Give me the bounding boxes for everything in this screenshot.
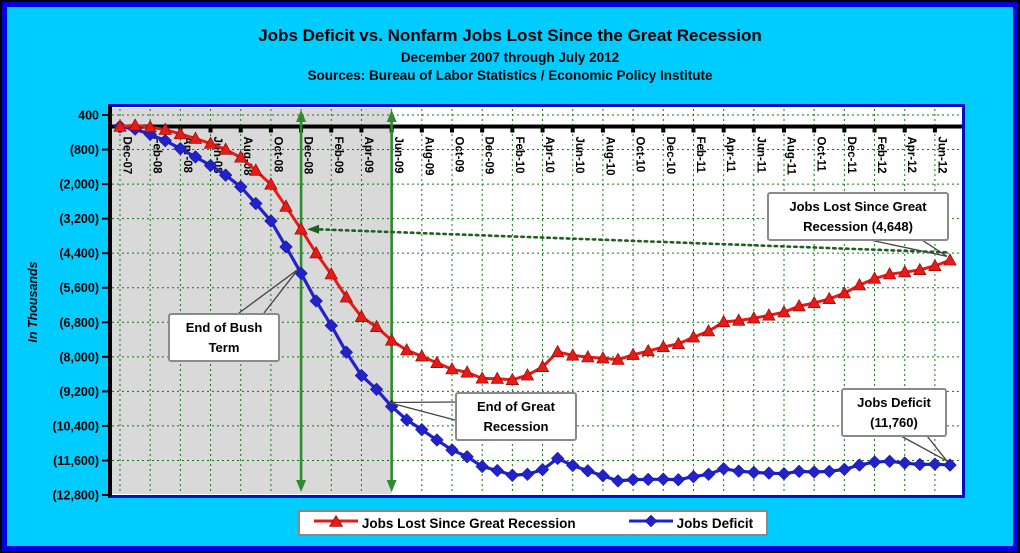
series-jobs-lost bbox=[113, 118, 957, 385]
legend-marker-jobs-lost bbox=[313, 514, 358, 527]
x-tick-label: Apr-09 bbox=[362, 137, 374, 173]
x-tick-label: Jun-10 bbox=[573, 137, 585, 174]
y-tick-label: (2,000) bbox=[59, 178, 99, 192]
end-of-bush-term-line bbox=[296, 110, 307, 492]
legend-item-jobs-lost: Jobs Lost Since Great Recession bbox=[313, 514, 576, 533]
y-tick-label: (9,200) bbox=[59, 385, 99, 399]
y-tick-label: (10,400) bbox=[52, 419, 99, 433]
x-tick-label: Feb-08 bbox=[151, 137, 163, 175]
legend-swatch-jobs-lost bbox=[313, 514, 359, 533]
legend-marker-jobs-deficit bbox=[628, 514, 673, 527]
y-tick-label: (4,400) bbox=[59, 247, 99, 261]
x-tick-label: Apr-11 bbox=[724, 137, 736, 173]
y-tick-label: (8,000) bbox=[59, 350, 99, 364]
x-axis-labels: Dec-07 Feb-08 Apr-08 Jun-08 Aug-08 Oct-08 Dec-… bbox=[121, 137, 948, 177]
x-tick-label: Dec-07 bbox=[121, 137, 133, 175]
y-tick-label: (3,200) bbox=[59, 212, 99, 226]
legend-item-jobs-deficit: Jobs Deficit bbox=[628, 514, 754, 533]
x-tick-label: Dec-09 bbox=[483, 137, 495, 175]
y-tick-label: (6,800) bbox=[59, 316, 99, 330]
x-tick-label: Jun-09 bbox=[392, 137, 404, 174]
callout-end-of-great-recession: End of Great Recession bbox=[455, 392, 577, 441]
comparison-arrow bbox=[307, 224, 948, 254]
x-tick-label: Jun-12 bbox=[935, 137, 947, 174]
y-tick-label: (11,600) bbox=[53, 454, 99, 468]
y-tick-label: (12,800) bbox=[52, 489, 99, 503]
x-tick-label: Aug-10 bbox=[603, 137, 615, 176]
callout-end-of-bush-term: End of Bush Term bbox=[168, 313, 280, 362]
x-tick-label: Apr-12 bbox=[905, 137, 917, 173]
end-of-great-recession-line bbox=[386, 110, 397, 492]
x-tick-label: Feb-09 bbox=[332, 137, 344, 174]
y-axis-ticks-and-labels: 400 (800) (2,000) (3,200) (4,400) (5,600) (6,8… bbox=[52, 109, 112, 503]
y-tick-label: (5,600) bbox=[59, 281, 99, 295]
x-tick-label: Dec-11 bbox=[845, 137, 857, 175]
x-tick-label: Dec-10 bbox=[664, 137, 676, 175]
y-tick-label: 400 bbox=[78, 109, 99, 123]
y-tick-label: (800) bbox=[70, 143, 99, 157]
callout-jobs-deficit: Jobs Deficit (11,760) bbox=[841, 388, 947, 437]
x-tick-label: Aug-11 bbox=[785, 137, 797, 176]
chart-subtitle: December 2007 through July 2012 bbox=[400, 50, 620, 65]
zero-axis bbox=[112, 124, 962, 133]
chart-title: Jobs Deficit vs. Nonfarm Jobs Lost Since… bbox=[258, 26, 762, 45]
legend-label-jobs-deficit: Jobs Deficit bbox=[676, 515, 754, 531]
legend-swatch-jobs-deficit bbox=[628, 514, 674, 533]
chart-title-block: Jobs Deficit vs. Nonfarm Jobs Lost Since… bbox=[2, 26, 1018, 83]
x-tick-label: Oct-11 bbox=[815, 137, 827, 173]
x-tick-label: Jun-11 bbox=[754, 137, 766, 174]
x-tick-label: Dec-08 bbox=[302, 137, 314, 175]
x-tick-label: Feb-11 bbox=[694, 137, 706, 174]
chart-source-line: Sources: Bureau of Labor Statistics / Ec… bbox=[307, 68, 713, 83]
x-tick-label: Aug-09 bbox=[422, 137, 434, 176]
x-tick-label: Apr-10 bbox=[543, 137, 555, 173]
series-jobs-deficit bbox=[113, 119, 957, 488]
x-tick-label: Oct-10 bbox=[634, 137, 646, 173]
callout-jobs-lost: Jobs Lost Since Great Recession (4,648) bbox=[767, 192, 949, 241]
x-tick-label: Feb-12 bbox=[875, 137, 887, 174]
x-tick-label: Oct-09 bbox=[453, 137, 465, 173]
callout-leader-lines bbox=[238, 239, 948, 462]
chart-legend: Jobs Lost Since Great Recession Jobs Def… bbox=[298, 510, 768, 536]
x-tick-label: Oct-08 bbox=[271, 137, 283, 173]
legend-label-jobs-lost: Jobs Lost Since Great Recession bbox=[361, 515, 576, 531]
x-tick-label: Feb-10 bbox=[513, 137, 525, 174]
